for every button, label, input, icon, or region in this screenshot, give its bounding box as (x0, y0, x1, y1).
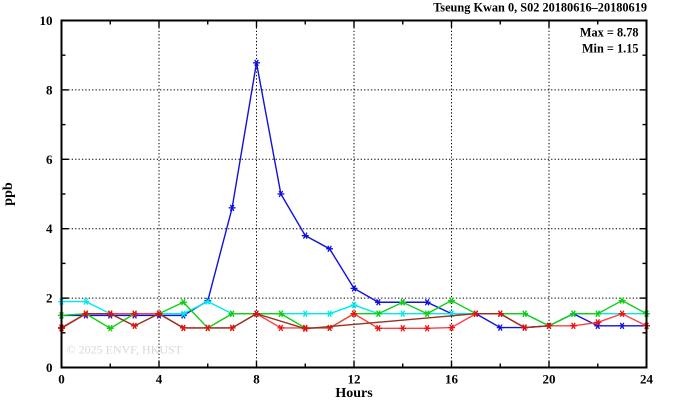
svg-text:4: 4 (156, 372, 163, 387)
svg-text:Min = 1.15: Min = 1.15 (582, 42, 639, 56)
svg-text:ppb: ppb (1, 182, 16, 206)
svg-text:Max = 8.78: Max = 8.78 (580, 26, 639, 40)
svg-text:16: 16 (445, 372, 459, 387)
svg-text:12: 12 (348, 372, 361, 387)
svg-text:2: 2 (46, 291, 53, 306)
svg-text:4: 4 (46, 221, 53, 236)
svg-text:20: 20 (543, 372, 556, 387)
svg-text:8: 8 (253, 372, 260, 387)
svg-text:© 2025 ENVF, HKUST: © 2025 ENVF, HKUST (67, 343, 183, 357)
svg-text:24: 24 (640, 372, 654, 387)
svg-text:6: 6 (46, 152, 53, 167)
svg-text:8: 8 (46, 82, 53, 97)
svg-text:Tseung Kwan 0, S02 20180616–20: Tseung Kwan 0, S02 20180616–20180619 (433, 1, 647, 15)
svg-text:10: 10 (40, 13, 53, 28)
svg-text:0: 0 (46, 360, 53, 375)
svg-text:0: 0 (58, 372, 65, 387)
svg-text:Hours: Hours (335, 386, 373, 401)
